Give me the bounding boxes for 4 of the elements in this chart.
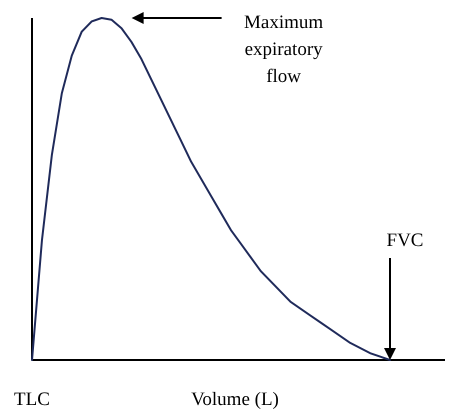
text: TLC (14, 389, 50, 410)
annotation: Maximum expiratory flow (244, 12, 324, 87)
x-axis-title: Volume (L) (191, 389, 279, 410)
annotation: FVC (386, 230, 424, 251)
